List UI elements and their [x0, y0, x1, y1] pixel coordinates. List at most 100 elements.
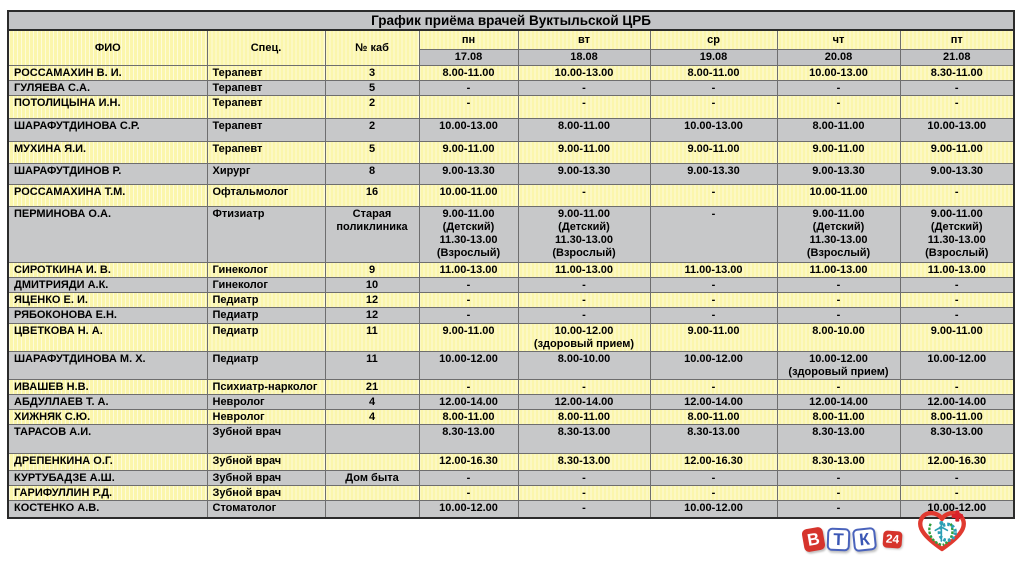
doctor-name-cell: ГАРИФУЛЛИН Р.Д.	[7, 485, 208, 501]
cabinet-cell: 11	[324, 351, 420, 380]
time-cell: -	[899, 184, 1015, 207]
day-header-1: пн	[418, 29, 519, 50]
time-cell: 9.00-13.30	[649, 163, 778, 185]
vtk-letter-t: Т	[826, 527, 851, 551]
cabinet-cell: 4	[324, 409, 420, 425]
time-cell: -	[776, 80, 901, 96]
vtk24-logo: В Т К 24	[801, 525, 903, 553]
time-cell: -	[418, 307, 519, 324]
table-row: ХИЖНЯК С.Ю. Невролог 4 8.00-11.00 8.00-11.00…	[7, 409, 1015, 425]
doctor-name-cell: ШАРАФУТДИНОВ Р.	[7, 163, 208, 185]
specialty-cell: Невролог	[206, 409, 326, 425]
time-cell: 12.00-14.00	[418, 394, 519, 410]
time-cell: -	[418, 470, 519, 486]
table-row: АБДУЛЛАЕВ Т. А. Невролог 4 12.00-14.00 12.00…	[7, 394, 1015, 410]
figure-body	[934, 524, 949, 542]
time-cell: -	[517, 470, 651, 486]
date-header-3: 19.08	[649, 49, 778, 66]
time-cell: -	[418, 95, 519, 119]
column-header-spec: Спец.	[206, 29, 326, 66]
time-cell: -	[418, 379, 519, 395]
time-cell: 9.00-11.00 (Детский) 11.30-13.00 (Взросл…	[418, 206, 519, 263]
cabinet-cell: 5	[324, 141, 420, 164]
laurel-wreath-right	[942, 523, 954, 547]
table-row: ДРЕПЕНКИНА О.Г. Зубной врач 12.00-16.30 8.3…	[7, 453, 1015, 471]
time-cell: -	[418, 292, 519, 308]
time-cell: 9.00-13.30	[776, 163, 901, 185]
time-cell: 9.00-11.00	[776, 141, 901, 164]
doctor-name-cell: КОСТЕНКО А.В.	[7, 500, 208, 518]
time-cell: -	[517, 292, 651, 308]
doctor-name-cell: ПЕРМИНОВА О.А.	[7, 206, 208, 263]
cabinet-cell: 11	[324, 323, 420, 352]
time-cell: 8.30-11.00	[899, 65, 1015, 81]
doctor-name-cell: ИВАШЕВ Н.В.	[7, 379, 208, 395]
cabinet-cell: 12	[324, 292, 420, 308]
doctor-name-cell: ХИЖНЯК С.Ю.	[7, 409, 208, 425]
time-cell: -	[899, 95, 1015, 119]
time-cell: 10.00-12.00	[418, 500, 519, 518]
time-cell: -	[776, 485, 901, 501]
time-cell: -	[517, 80, 651, 96]
time-cell: -	[517, 277, 651, 293]
time-cell: 10.00-12.00	[418, 351, 519, 380]
cabinet-cell: 16	[324, 184, 420, 207]
time-cell: 8.00-11.00	[418, 65, 519, 81]
doctor-name-cell: РЯБОКОНОВА Е.Н.	[7, 307, 208, 324]
time-cell: 11.00-13.00	[517, 262, 651, 278]
specialty-cell: Стоматолог	[206, 500, 326, 518]
date-header-2: 18.08	[517, 49, 651, 66]
doctor-name-cell: ДМИТРИЯДИ А.К.	[7, 277, 208, 293]
time-cell: 9.00-11.00 (Детский) 11.30-13.00 (Взросл…	[517, 206, 651, 263]
doctor-name-cell: КУРТУБАДЗЕ А.Ш.	[7, 470, 208, 486]
time-cell: -	[418, 80, 519, 96]
time-cell: -	[649, 277, 778, 293]
time-cell: -	[649, 485, 778, 501]
time-cell: -	[899, 292, 1015, 308]
specialty-cell: Хирург	[206, 163, 326, 185]
time-cell: -	[776, 95, 901, 119]
time-cell: -	[649, 80, 778, 96]
time-cell: -	[517, 485, 651, 501]
time-cell: -	[776, 379, 901, 395]
time-cell: 9.00-11.00	[899, 323, 1015, 352]
specialty-cell: Терапевт	[206, 65, 326, 81]
time-cell: 11.00-13.00	[418, 262, 519, 278]
cabinet-cell	[324, 485, 420, 501]
time-cell: -	[776, 470, 901, 486]
time-cell: 10.00-13.00	[776, 65, 901, 81]
laurel-wreath-left	[928, 523, 943, 547]
cabinet-cell: 12	[324, 307, 420, 324]
time-cell: 9.00-13.30	[899, 163, 1015, 185]
time-cell: -	[899, 379, 1015, 395]
time-cell: 8.00-11.00	[899, 409, 1015, 425]
time-cell: -	[517, 95, 651, 119]
time-cell: 12.00-14.00	[776, 394, 901, 410]
footer-logos: В Т К 24	[801, 498, 968, 564]
cabinet-cell: 9	[324, 262, 420, 278]
time-cell: -	[649, 95, 778, 119]
day-header-5: пт	[899, 29, 1015, 50]
schedule-table: График приёма врачей Вуктыльской ЦРБ ФИО…	[6, 10, 1016, 519]
cabinet-cell	[324, 500, 420, 518]
time-cell: 8.00-11.00	[517, 409, 651, 425]
time-cell: -	[899, 485, 1015, 501]
table-row: ЦВЕТКОВА Н. А. Педиатр 11 9.00-11.00 10.00-1…	[7, 323, 1015, 352]
time-cell: 8.00-11.00	[517, 118, 651, 142]
specialty-cell: Терапевт	[206, 95, 326, 119]
time-cell: 8.30-13.00	[517, 424, 651, 454]
time-cell: -	[649, 184, 778, 207]
vtk-letter-v: В	[801, 525, 826, 553]
time-cell: 10.00-13.00	[418, 118, 519, 142]
table-row: ТАРАСОВ А.И. Зубной врач 8.30-13.00 8.30-13…	[7, 424, 1015, 454]
table-row: ИВАШЕВ Н.В. Психиатр-нарколог 21- - - - -	[7, 379, 1015, 395]
cabinet-cell: 3	[324, 65, 420, 81]
cabinet-cell: 2	[324, 118, 420, 142]
page-title: График приёма врачей Вуктыльской ЦРБ	[6, 10, 1016, 31]
time-cell: -	[899, 80, 1015, 96]
time-cell: -	[899, 470, 1015, 486]
cabinet-cell	[324, 424, 420, 454]
doctor-name-cell: ЯЦЕНКО Е. И.	[7, 292, 208, 308]
table-row: ГУЛЯЕВА С.А. Терапевт 5- - - - -	[7, 80, 1015, 96]
time-cell: 8.00-10.00	[517, 351, 651, 380]
